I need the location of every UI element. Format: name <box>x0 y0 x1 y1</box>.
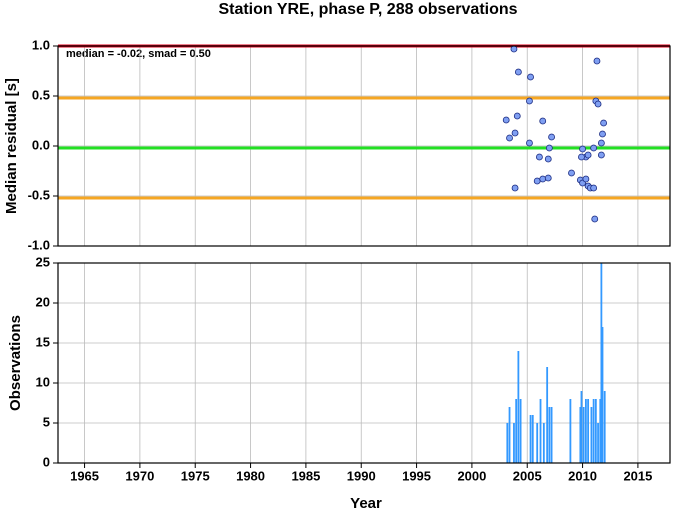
x-tick-label: 1990 <box>347 468 376 483</box>
point <box>594 100 602 108</box>
point <box>568 169 575 177</box>
x-tick-label: 2010 <box>568 468 597 483</box>
point <box>544 155 552 163</box>
point <box>584 151 592 159</box>
annotation: median = -0.02, smad = 0.50 <box>66 48 211 60</box>
bar <box>579 407 582 463</box>
point <box>527 73 534 81</box>
y-tick-label: 0 <box>43 454 50 469</box>
point <box>514 68 522 76</box>
y-tick-label: 25 <box>36 254 50 269</box>
bar <box>506 423 509 463</box>
bar <box>508 407 511 463</box>
bar <box>603 391 606 463</box>
point <box>591 215 599 223</box>
chart-title: Station YRE, phase P, 288 observations <box>218 1 517 18</box>
bar <box>569 399 572 463</box>
bar <box>594 399 597 463</box>
point <box>539 175 547 183</box>
bar <box>600 263 603 463</box>
point <box>590 144 598 152</box>
point <box>593 57 601 65</box>
y-axis-label: Median residual [s] <box>3 78 20 214</box>
y-tick-label: 1.0 <box>32 37 50 52</box>
bar <box>519 399 522 463</box>
point <box>599 130 606 138</box>
point <box>590 184 598 192</box>
point <box>582 175 590 183</box>
bar <box>601 327 604 463</box>
y-tick-label: -0.5 <box>28 187 50 202</box>
point <box>511 129 519 137</box>
point <box>548 133 555 141</box>
bar <box>515 399 518 463</box>
bar <box>517 351 520 463</box>
bar <box>597 423 599 463</box>
point <box>536 153 543 161</box>
x-tick-label: 1965 <box>70 468 99 483</box>
x-tick-label: 1970 <box>125 468 154 483</box>
bar <box>580 391 583 463</box>
point <box>510 45 518 53</box>
x-axis-label: Year <box>350 495 382 511</box>
bar <box>548 407 551 463</box>
y-tick-label: 20 <box>36 294 50 309</box>
bar <box>542 423 545 463</box>
x-tick-label: 1975 <box>181 468 210 483</box>
point <box>544 174 552 182</box>
x-tick-label: 2015 <box>623 468 652 483</box>
y-tick-label: 5 <box>43 414 50 429</box>
y-axis-label: Observations <box>7 315 24 411</box>
point <box>597 151 605 159</box>
bar <box>592 399 595 463</box>
point <box>545 144 553 152</box>
point <box>539 117 547 125</box>
bar <box>531 415 534 463</box>
point <box>579 145 586 153</box>
point <box>597 139 605 147</box>
bar <box>587 399 590 463</box>
bar <box>550 407 553 463</box>
point <box>526 97 533 105</box>
x-tick-label: 1985 <box>291 468 320 483</box>
point <box>533 177 541 185</box>
bar <box>513 423 515 463</box>
point <box>526 139 533 147</box>
bar <box>529 415 532 463</box>
x-tick-label: 2005 <box>513 468 542 483</box>
point <box>506 134 513 142</box>
x-tick-label: 1995 <box>402 468 431 483</box>
bar <box>536 423 539 463</box>
y-tick-label: 15 <box>36 334 50 349</box>
bar <box>546 367 549 463</box>
point <box>600 119 607 127</box>
plot-frame <box>57 45 671 247</box>
y-tick-label: 10 <box>36 374 50 389</box>
bar <box>599 399 602 463</box>
point <box>578 153 585 161</box>
bar <box>590 407 593 463</box>
point <box>502 116 510 124</box>
point <box>513 112 521 120</box>
point <box>511 184 519 192</box>
bar <box>582 407 585 463</box>
x-tick-label: 1980 <box>236 468 265 483</box>
y-tick-label: -1.0 <box>28 237 50 252</box>
y-tick-label: 0.0 <box>32 137 50 152</box>
bar <box>584 399 587 463</box>
plot-frame <box>57 262 671 464</box>
y-tick-label: 0.5 <box>32 87 50 102</box>
x-tick-label: 2000 <box>457 468 486 483</box>
bar <box>539 399 542 463</box>
